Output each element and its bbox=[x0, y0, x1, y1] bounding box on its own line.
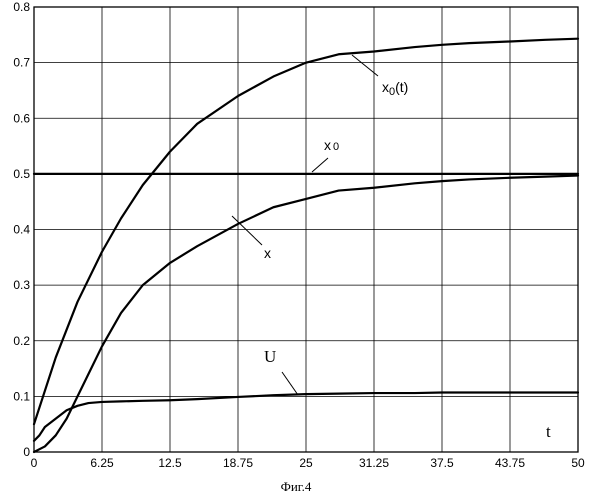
annotation-layer: x0(t) x0 x U t bbox=[232, 55, 551, 441]
x0-label-sub: 0 bbox=[333, 141, 339, 153]
series-label-u: U bbox=[264, 347, 276, 366]
x-tick-label: 12.5 bbox=[158, 456, 182, 470]
y-tick-label: 0 bbox=[23, 445, 30, 459]
x0-leader-line bbox=[312, 158, 328, 172]
y-tick-label: 0.1 bbox=[13, 389, 30, 403]
y-tick-label: 0.2 bbox=[13, 334, 30, 348]
x-tick-label: 25 bbox=[299, 456, 313, 470]
y-tick-label: 0.6 bbox=[13, 111, 30, 125]
x-tick-label: 0 bbox=[31, 456, 38, 470]
figure-caption: Фиг.4 bbox=[281, 479, 312, 494]
y-tick-label: 0.7 bbox=[13, 56, 30, 70]
u-leader-line bbox=[282, 372, 298, 395]
x0t-label-main: x bbox=[382, 79, 389, 95]
x0t-label-tail: (t) bbox=[395, 79, 408, 95]
x-axis-label-t: t bbox=[546, 422, 551, 441]
series-label-x0t: x0(t) bbox=[382, 79, 408, 98]
y-tick-label: 0.4 bbox=[13, 223, 30, 237]
y-tick-label: 0.3 bbox=[13, 278, 30, 292]
x-tick-label: 6.25 bbox=[90, 456, 114, 470]
x-tick-label: 50 bbox=[571, 456, 585, 470]
y-tick-label: 0.5 bbox=[13, 167, 30, 181]
x0-label-main: x bbox=[324, 137, 331, 153]
series-label-x: x bbox=[264, 245, 271, 261]
x-tick-label: 37.5 bbox=[430, 456, 454, 470]
series-label-x0: x0 bbox=[324, 137, 339, 153]
x-tick-label: 31.25 bbox=[359, 456, 389, 470]
y-tick-label: 0.8 bbox=[13, 0, 30, 14]
x-tick-label: 43.75 bbox=[495, 456, 525, 470]
tick-label-layer: 0 6.25 12.5 18.75 25 31.25 37.5 43.75 50 0 0.1 0.2 0… bbox=[13, 0, 585, 470]
x-tick-label: 18.75 bbox=[223, 456, 253, 470]
